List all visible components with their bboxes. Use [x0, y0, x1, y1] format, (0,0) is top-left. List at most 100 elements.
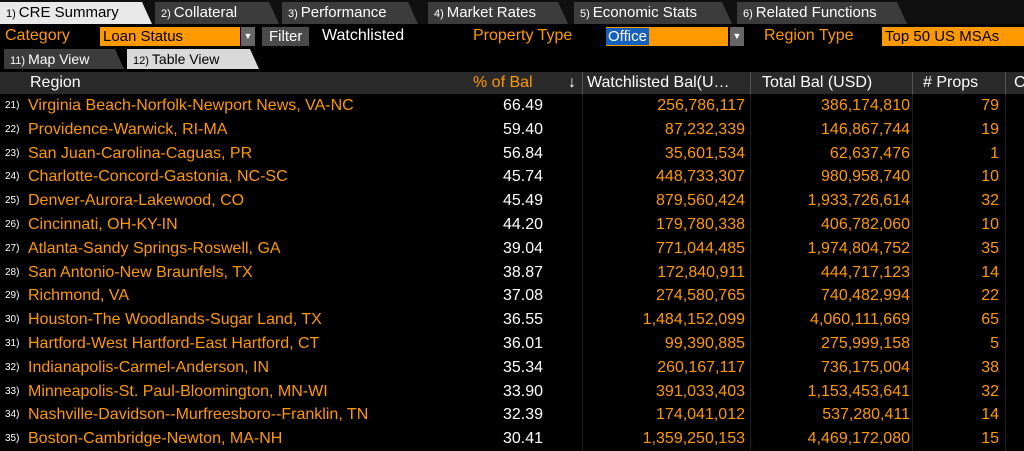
watchlisted-bal-value: 35,601,534 — [664, 144, 745, 162]
total-bal-value: 736,175,004 — [821, 358, 910, 376]
pct-of-bal-value: 39.04 — [502, 239, 543, 257]
column-gridline — [1005, 94, 1006, 451]
category-select[interactable]: Loan Status — [100, 27, 240, 46]
watchlisted-bal-value: 1,359,250,153 — [642, 430, 745, 448]
tab-number: 12) — [133, 55, 149, 67]
region-name[interactable]: San Juan-Carolina-Caguas, PR — [28, 144, 253, 162]
column-header-watchlisted-bal[interactable]: Watchlisted Bal(U… — [587, 74, 730, 91]
filter-button[interactable]: Filter — [262, 27, 310, 46]
column-header-next[interactable]: C — [1014, 74, 1024, 91]
column-header-region[interactable]: Region — [30, 74, 81, 91]
total-bal-value: 1,153,453,641 — [807, 382, 910, 400]
tab-economic-stats[interactable]: 5) Economic Stats — [574, 2, 732, 24]
tab-collateral[interactable]: 2) Collateral — [155, 2, 279, 24]
row-number: 28) — [5, 266, 20, 278]
region-name[interactable]: Providence-Warwick, RI-MA — [28, 120, 228, 138]
tab-number: 4) — [434, 8, 444, 20]
tab-map-view[interactable]: 11) Map View — [4, 49, 124, 69]
column-divider[interactable] — [912, 72, 913, 94]
row-number: 25) — [5, 195, 20, 207]
table-row[interactable]: 34) Nashville-Davidson--Murfreesboro--Fra… — [0, 403, 1024, 427]
num-props-value: 35 — [981, 239, 999, 257]
table-header: Region % of Bal ↓ Watchlisted Bal(U… Tot… — [0, 72, 1024, 94]
function-tab-bar: 1) CRE Summary 2) Collateral 3) Performance… — [0, 0, 1024, 24]
tab-market-rates[interactable]: 4) Market Rates — [428, 2, 568, 24]
num-props-value: 38 — [981, 358, 999, 376]
region-name[interactable]: Boston-Cambridge-Newton, MA-NH — [28, 430, 283, 448]
table-row[interactable]: 22) Providence-Warwick, RI-MA 59.40 87,232,… — [0, 118, 1024, 142]
table-row[interactable]: 26) Cincinnati, OH-KY-IN 44.20 179,780,338 4… — [0, 213, 1024, 237]
region-type-select[interactable]: Top 50 US MSAs — [882, 27, 1024, 46]
column-divider[interactable] — [750, 72, 751, 94]
watchlisted-bal-value: 99,390,885 — [664, 334, 745, 352]
column-header-total-bal[interactable]: Total Bal (USD) — [762, 74, 873, 91]
pct-of-bal-value: 36.01 — [502, 334, 543, 352]
column-divider[interactable] — [1005, 72, 1006, 94]
pct-of-bal-value: 56.84 — [502, 144, 543, 162]
pct-of-bal-value: 38.87 — [502, 263, 543, 281]
row-number: 21) — [5, 100, 20, 111]
region-name[interactable]: Hartford-West Hartford-East Hartford, CT — [28, 334, 320, 352]
total-bal-value: 386,174,810 — [821, 97, 910, 114]
pct-of-bal-value: 66.49 — [502, 97, 543, 114]
row-number: 30) — [5, 314, 20, 326]
table-row[interactable]: 33) Minneapolis-St. Paul-Bloomington, MN-… — [0, 380, 1024, 404]
table-row[interactable]: 35) Boston-Cambridge-Newton, MA-NH 30.41 1,… — [0, 427, 1024, 451]
total-bal-value: 444,717,123 — [821, 263, 910, 281]
table-row[interactable]: 24) Charlotte-Concord-Gastonia, NC-SC 45.7… — [0, 165, 1024, 189]
pct-of-bal-value: 36.55 — [502, 311, 543, 329]
tab-table-view[interactable]: 12) Table View — [127, 49, 259, 69]
total-bal-value: 4,469,172,080 — [807, 430, 910, 448]
region-name[interactable]: Richmond, VA — [28, 287, 130, 305]
region-name[interactable]: Denver-Aurora-Lakewood, CO — [28, 192, 245, 210]
sort-descending-icon[interactable]: ↓ — [568, 74, 576, 91]
tab-related-functions[interactable]: 6) Related Functions — [737, 2, 907, 24]
region-name[interactable]: Virginia Beach-Norfolk-Newport News, VA-… — [28, 97, 354, 114]
table-row[interactable]: 29) Richmond, VA 37.08 274,580,765 740,482,9… — [0, 284, 1024, 308]
table-row[interactable]: 27) Atlanta-Sandy Springs-Roswell, GA 39.0… — [0, 237, 1024, 261]
region-name[interactable]: San Antonio-New Braunfels, TX — [28, 263, 253, 281]
row-number: 24) — [5, 171, 20, 183]
pct-of-bal-value: 30.41 — [502, 430, 543, 448]
tab-performance[interactable]: 3) Performance — [282, 2, 418, 24]
category-dropdown-icon[interactable]: ▼ — [241, 27, 255, 46]
num-props-value: 10 — [981, 215, 999, 233]
column-header-num-props[interactable]: # Props — [923, 74, 979, 91]
total-bal-value: 537,280,411 — [822, 406, 910, 424]
table-row[interactable]: 32) Indianapolis-Carmel-Anderson, IN 35.34… — [0, 356, 1024, 380]
region-name[interactable]: Nashville-Davidson--Murfreesboro--Frankl… — [28, 406, 369, 424]
column-divider[interactable] — [582, 72, 583, 94]
region-name[interactable]: Cincinnati, OH-KY-IN — [28, 215, 178, 233]
property-type-select[interactable]: Office — [606, 27, 728, 46]
tab-cre-summary[interactable]: 1) CRE Summary — [0, 2, 152, 24]
table-row[interactable]: 28) San Antonio-New Braunfels, TX 38.87 172… — [0, 261, 1024, 285]
num-props-value: 22 — [981, 287, 999, 305]
table-row[interactable]: 30) Houston-The Woodlands-Sugar Land, TX 3… — [0, 308, 1024, 332]
watchlisted-bal-value: 448,733,307 — [656, 168, 745, 186]
row-number: 34) — [5, 409, 20, 421]
table-row[interactable]: 31) Hartford-West Hartford-East Hartford,… — [0, 332, 1024, 356]
region-name[interactable]: Charlotte-Concord-Gastonia, NC-SC — [28, 168, 288, 186]
tab-label: Performance — [300, 4, 387, 21]
region-name[interactable]: Indianapolis-Carmel-Anderson, IN — [28, 358, 269, 376]
region-name[interactable]: Atlanta-Sandy Springs-Roswell, GA — [28, 239, 281, 257]
region-name[interactable]: Houston-The Woodlands-Sugar Land, TX — [28, 311, 322, 329]
region-name[interactable]: Minneapolis-St. Paul-Bloomington, MN-WI — [28, 382, 328, 400]
table-row[interactable]: 25) Denver-Aurora-Lakewood, CO 45.49 879,56… — [0, 189, 1024, 213]
row-number: 27) — [5, 242, 20, 254]
column-gridline — [582, 94, 583, 451]
property-type-dropdown-icon[interactable]: ▼ — [730, 27, 744, 46]
total-bal-value: 4,060,111,669 — [810, 311, 910, 329]
table-body: 21) Virginia Beach-Norfolk-Newport News, … — [0, 94, 1024, 451]
total-bal-value: 1,974,804,752 — [807, 239, 910, 257]
tab-number: 5) — [580, 8, 590, 20]
tab-label: Related Functions — [755, 4, 877, 21]
table-row[interactable]: 23) San Juan-Carolina-Caguas, PR 56.84 35,6… — [0, 142, 1024, 166]
view-tab-bar: 11) Map View 12) Table View — [0, 48, 1024, 70]
pct-of-bal-value: 35.34 — [502, 358, 543, 376]
watchlisted-bal-value: 879,560,424 — [656, 192, 745, 210]
tab-number: 3) — [288, 8, 298, 20]
num-props-value: 65 — [981, 311, 999, 329]
table-row[interactable]: 21) Virginia Beach-Norfolk-Newport News, … — [0, 94, 1024, 118]
column-header-pct-of-bal[interactable]: % of Bal — [473, 74, 533, 91]
